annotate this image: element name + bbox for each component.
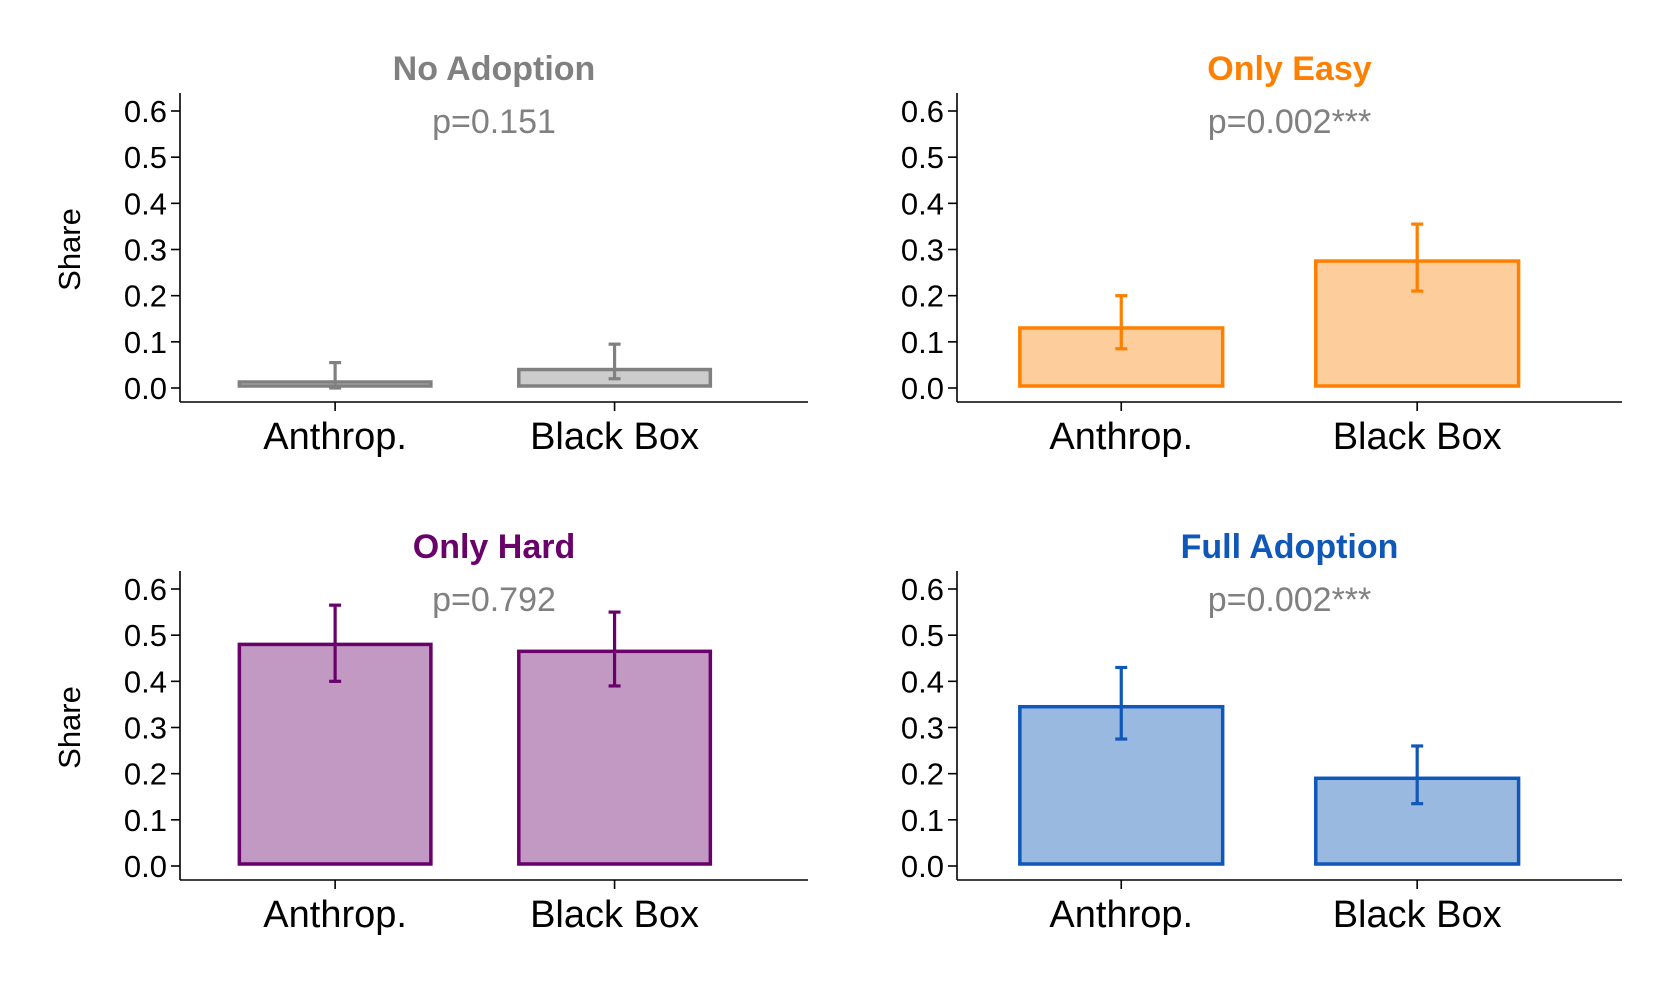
y-tick-label: 0.1 — [901, 803, 944, 838]
y-tick-label: 0.2 — [124, 757, 167, 792]
x-tick-label: Black Box — [530, 894, 699, 936]
y-tick-label: 0.2 — [901, 279, 944, 314]
panel-title: Full Adoption — [1181, 528, 1399, 566]
chart-panel-1: Only Easy p=0.002*** 0.0 0.1 0.2 0.3 0.4 0.5 0.6… — [901, 50, 1622, 458]
x-tick-label: Anthrop. — [263, 894, 407, 936]
y-tick-label: 0.1 — [901, 325, 944, 360]
y-axis-label: Share — [52, 208, 87, 291]
y-tick-label: 0.6 — [124, 94, 167, 129]
y-tick-label: 0.3 — [124, 233, 167, 268]
error-bar-1 — [608, 342, 621, 381]
y-tick-label: 0.3 — [901, 233, 944, 268]
error-bar-0 — [329, 361, 342, 390]
y-tick-label: 0.4 — [124, 186, 167, 221]
error-bar-0 — [1115, 665, 1128, 741]
y-tick-label: 0.0 — [901, 849, 944, 884]
error-bar-1 — [1411, 744, 1424, 806]
y-tick-label: 0.0 — [901, 371, 944, 406]
panel-title: No Adoption — [393, 50, 596, 88]
y-tick-label: 0.2 — [124, 279, 167, 314]
chart-panel-0: No Adoption p=0.151 0.0 0.1 0.2 0.3 0.4 0.5 0.6 S… — [52, 50, 808, 458]
x-tick-label: Black Box — [1333, 894, 1502, 936]
p-value-annotation: p=0.792 — [432, 581, 556, 619]
p-value-annotation: p=0.002*** — [1208, 581, 1372, 619]
y-tick-label: 0.6 — [901, 572, 944, 607]
y-tick-label: 0.4 — [124, 664, 167, 699]
y-tick-label: 0.1 — [124, 803, 167, 838]
x-tick-label: Anthrop. — [263, 416, 407, 458]
p-value-annotation: p=0.002*** — [1208, 103, 1372, 141]
y-tick-label: 0.4 — [901, 186, 944, 221]
y-tick-label: 0.6 — [124, 572, 167, 607]
y-tick-label: 0.4 — [901, 664, 944, 699]
error-bar-1 — [1411, 222, 1424, 293]
y-tick-label: 0.0 — [124, 849, 167, 884]
p-value-annotation: p=0.151 — [432, 103, 556, 141]
x-tick-label: Anthrop. — [1049, 894, 1193, 936]
x-tick-label: Black Box — [530, 416, 699, 458]
chart-panel-3: Full Adoption p=0.002*** 0.0 0.1 0.2 0.3 0.4 0.… — [901, 528, 1622, 936]
y-tick-label: 0.0 — [124, 371, 167, 406]
y-tick-label: 0.3 — [901, 711, 944, 746]
error-bar-0 — [329, 603, 342, 683]
y-tick-label: 0.6 — [901, 94, 944, 129]
bar-0 — [1018, 326, 1225, 388]
x-tick-label: Anthrop. — [1049, 416, 1193, 458]
panel-title: Only Hard — [413, 528, 575, 566]
y-tick-label: 0.3 — [124, 711, 167, 746]
error-bar-1 — [608, 610, 621, 688]
error-bar-0 — [1115, 294, 1128, 351]
y-tick-label: 0.2 — [901, 757, 944, 792]
y-axis-label: Share — [52, 686, 87, 769]
y-tick-label: 0.5 — [124, 140, 167, 175]
y-tick-label: 0.1 — [124, 325, 167, 360]
x-tick-label: Black Box — [1333, 416, 1502, 458]
y-tick-label: 0.5 — [901, 140, 944, 175]
chart-panel-2: Only Hard p=0.792 0.0 0.1 0.2 0.3 0.4 0.5 0.6 Sha… — [52, 528, 808, 936]
y-tick-label: 0.5 — [124, 618, 167, 653]
panel-title: Only Easy — [1207, 50, 1372, 88]
y-tick-label: 0.5 — [901, 618, 944, 653]
